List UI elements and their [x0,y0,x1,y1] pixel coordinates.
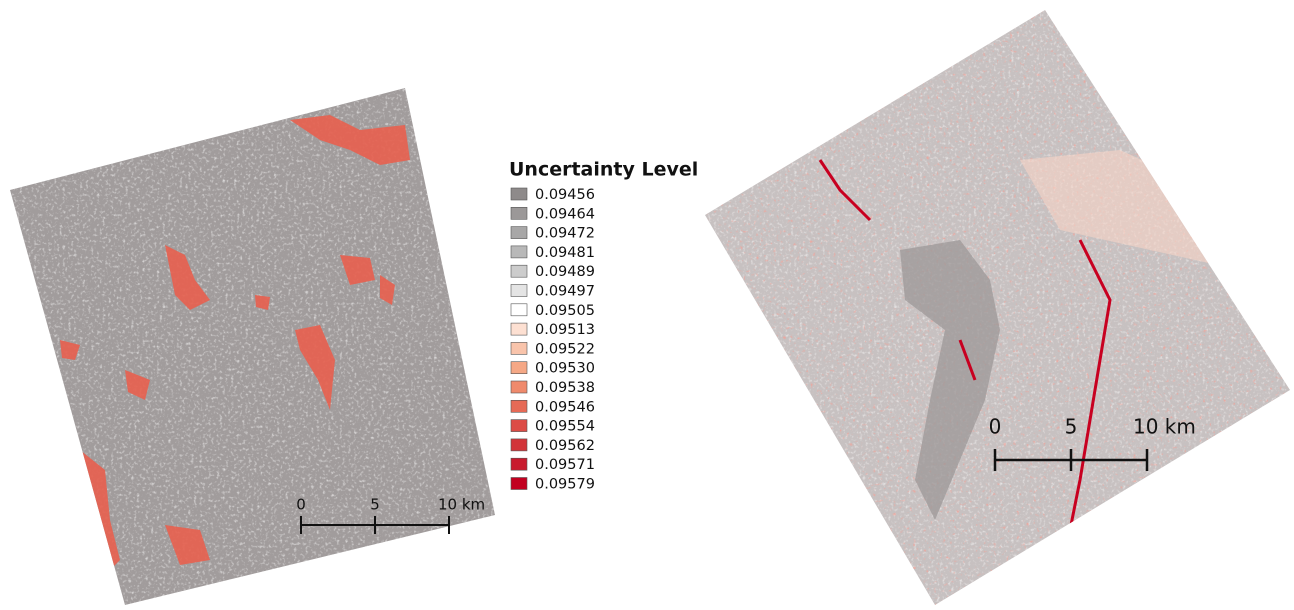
legend-swatch [511,458,527,470]
legend-swatch [511,381,527,393]
legend-label: 0.09579 [535,477,595,493]
legend-swatch [511,188,527,200]
map-texture [700,0,1294,606]
scale-label: 0 [989,415,1002,439]
legend-label: 0.09530 [535,361,595,377]
legend-label: 0.09456 [535,187,595,203]
legend-label: 0.09513 [535,322,595,338]
legend-label: 0.09497 [535,284,595,300]
right-map: 0 5 10 km [700,0,1294,606]
legend-label: 0.09481 [535,245,595,261]
legend-label: 0.09522 [535,341,595,357]
legend-swatch [511,304,527,316]
legend-label: 0.09464 [535,206,595,222]
legend-swatch [511,227,527,239]
scale-label: 10 km [1133,415,1196,439]
legend: Uncertainty Level 0.09456 0.09464 0.09472 0… [509,159,698,493]
legend-swatch [511,420,527,432]
legend-label: 0.09472 [535,226,595,242]
legend-swatch [511,362,527,374]
left-map: 0 5 10 km [0,80,500,606]
legend-title: Uncertainty Level [509,159,698,181]
legend-swatch [511,265,527,277]
legend-swatch [511,323,527,335]
legend-swatch [511,246,527,258]
legend-swatch [511,478,527,490]
legend-swatch [511,207,527,219]
scale-label: 5 [370,496,380,514]
legend-swatch [511,342,527,354]
legend-label: 0.09505 [535,303,595,319]
legend-swatch [511,400,527,412]
scale-label: 10 km [438,496,485,514]
legend-label: 0.09538 [535,380,595,396]
legend-label: 0.09571 [535,457,595,473]
legend-label: 0.09489 [535,264,595,280]
map-texture [0,80,500,606]
map-figure: 0 5 10 km 0 5 10 km Uncertainty Le [0,0,1294,606]
legend-swatch [511,439,527,451]
legend-label: 0.09546 [535,399,595,415]
legend-label: 0.09554 [535,419,595,435]
scale-label: 5 [1065,415,1078,439]
legend-label: 0.09562 [535,438,595,454]
legend-swatch [511,285,527,297]
scale-label: 0 [296,496,306,514]
